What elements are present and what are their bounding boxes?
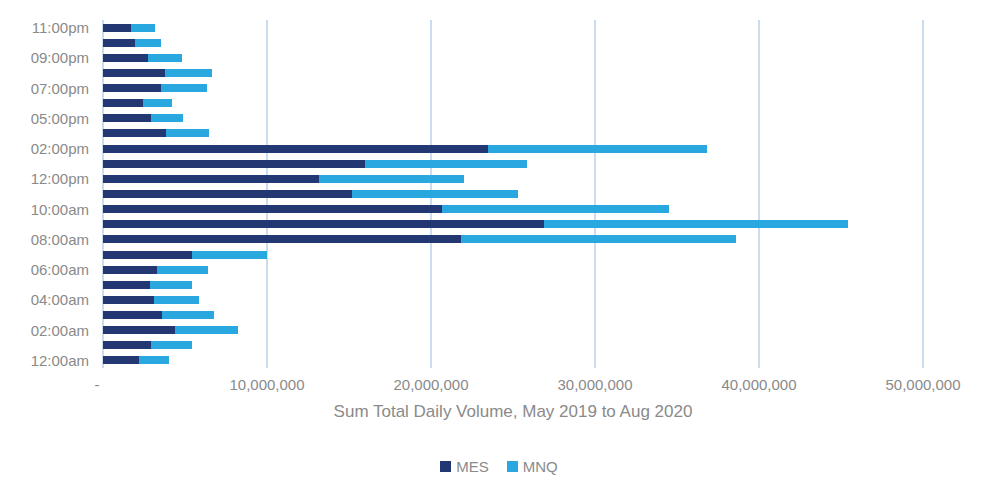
legend-item-mes: MES [440, 458, 489, 475]
legend-label: MNQ [523, 458, 558, 475]
y-tick-label: 02:00pm [0, 141, 89, 156]
x-gridline [922, 20, 924, 368]
bar-segment-mes [103, 190, 352, 198]
bar-segment-mes [103, 251, 192, 259]
bar-segment-mes [103, 84, 161, 92]
bar-segment-mnq [161, 84, 207, 92]
bar-segment-mes [103, 235, 461, 243]
bar-segment-mnq [461, 235, 737, 243]
bar-segment-mes [103, 114, 151, 122]
x-tick-label: 30,000,000 [557, 376, 632, 393]
bar-segment-mnq [143, 99, 172, 107]
bar-segment-mnq [442, 205, 668, 213]
bar-segment-mnq [162, 311, 214, 319]
bar-segment-mes [103, 356, 139, 364]
y-tick-label: 07:00pm [0, 81, 89, 96]
bar-segment-mes [103, 69, 165, 77]
bar-segment-mes [103, 341, 151, 349]
legend-swatch-icon [440, 461, 451, 472]
x-tick-label: 40,000,000 [721, 376, 796, 393]
y-tick-label: 06:00am [0, 262, 89, 277]
bar-segment-mes [103, 145, 488, 153]
x-tick-label: - [95, 376, 100, 393]
bar-segment-mnq [175, 326, 238, 334]
x-tick-label: 10,000,000 [229, 376, 304, 393]
bar-segment-mnq [148, 54, 182, 62]
bar-segment-mnq [488, 145, 706, 153]
y-tick-label: 09:00pm [0, 50, 89, 65]
bar-segment-mnq [131, 24, 155, 32]
y-tick-label: 05:00pm [0, 111, 89, 126]
bar-segment-mnq [319, 175, 463, 183]
bar-segment-mnq [166, 129, 209, 137]
bar-segment-mnq [150, 281, 193, 289]
legend-item-mnq: MNQ [507, 458, 558, 475]
bar-segment-mes [103, 160, 365, 168]
y-tick-label: 04:00am [0, 292, 89, 307]
x-tick-label: 20,000,000 [393, 376, 468, 393]
bar-segment-mnq [154, 296, 199, 304]
y-tick-label: 12:00pm [0, 171, 89, 186]
x-gridline [758, 20, 760, 368]
bar-segment-mnq [139, 356, 169, 364]
y-tick-label: 11:00pm [0, 20, 89, 35]
y-tick-label: 02:00am [0, 323, 89, 338]
x-tick-label: 50,000,000 [885, 376, 960, 393]
bar-segment-mnq [165, 69, 212, 77]
bar-segment-mnq [544, 220, 847, 228]
legend: MES MNQ [0, 458, 998, 475]
bar-segment-mes [103, 326, 175, 334]
bar-segment-mnq [151, 341, 192, 349]
legend-label: MES [456, 458, 489, 475]
bar-segment-mes [103, 266, 157, 274]
legend-swatch-icon [507, 461, 518, 472]
bar-segment-mes [103, 175, 319, 183]
bar-segment-mnq [365, 160, 527, 168]
bar-segment-mes [103, 311, 162, 319]
y-tick-label: 08:00am [0, 232, 89, 247]
bar-segment-mes [103, 24, 131, 32]
bar-segment-mnq [135, 39, 161, 47]
bar-segment-mnq [151, 114, 182, 122]
bar-segment-mnq [192, 251, 267, 259]
stacked-bar-chart: Sum Total Daily Volume, May 2019 to Aug … [0, 0, 998, 501]
bar-segment-mes [103, 39, 135, 47]
bar-segment-mes [103, 296, 154, 304]
bar-segment-mes [103, 205, 442, 213]
bar-segment-mnq [157, 266, 208, 274]
bar-segment-mes [103, 129, 166, 137]
bar-segment-mes [103, 220, 544, 228]
bar-segment-mes [103, 281, 150, 289]
x-gridline [594, 20, 596, 368]
y-tick-label: 12:00am [0, 353, 89, 368]
bar-segment-mnq [352, 190, 518, 198]
y-tick-label: 10:00am [0, 202, 89, 217]
x-axis-title: Sum Total Daily Volume, May 2019 to Aug … [103, 402, 923, 422]
bar-segment-mes [103, 54, 148, 62]
bar-segment-mes [103, 99, 143, 107]
